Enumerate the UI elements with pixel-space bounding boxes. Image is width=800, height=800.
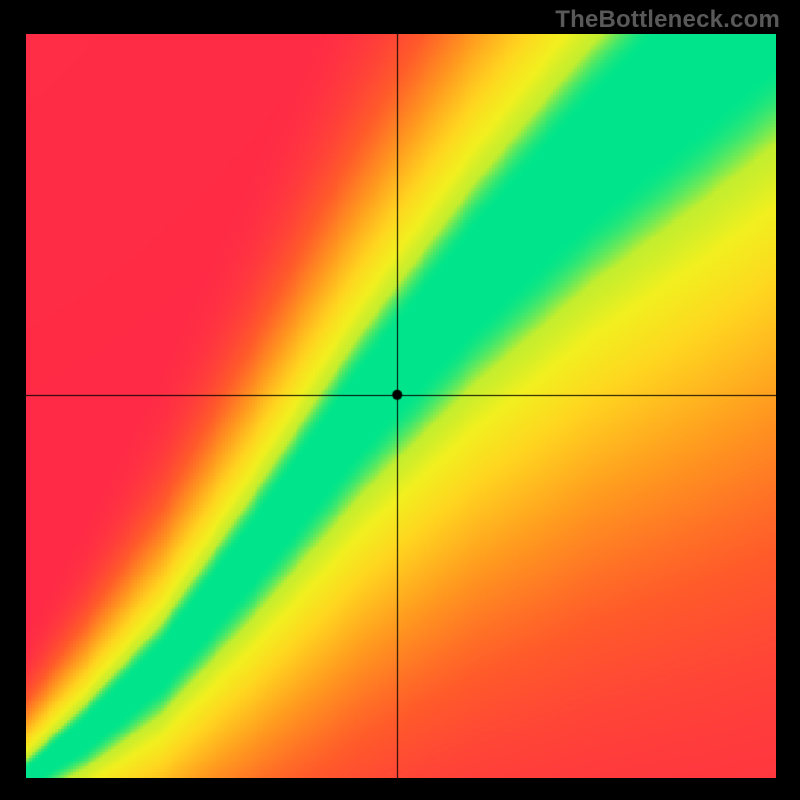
chart-frame: TheBottleneck.com	[0, 0, 800, 800]
heatmap-canvas	[26, 34, 776, 778]
watermark-text: TheBottleneck.com	[555, 6, 780, 34]
